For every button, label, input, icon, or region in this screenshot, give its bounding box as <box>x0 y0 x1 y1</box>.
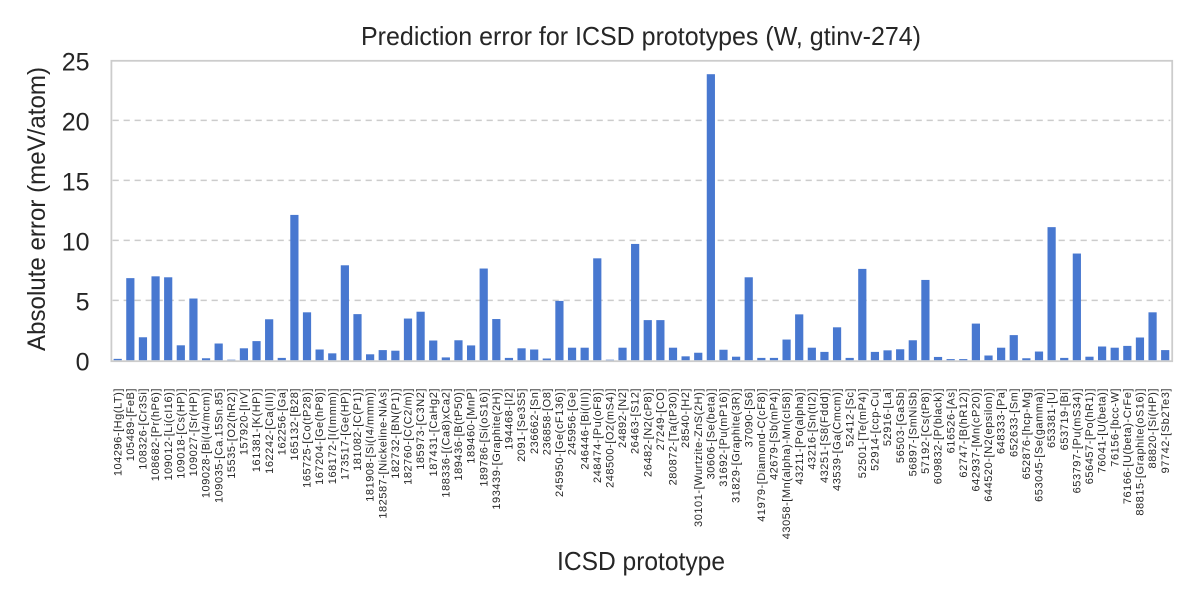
svg-text:76041-[U(beta)]: 76041-[U(beta)] <box>1097 388 1109 473</box>
svg-text:30101-[Wurtzite-ZnS(2H)]: 30101-[Wurtzite-ZnS(2H)] <box>693 388 705 527</box>
svg-text:52914-[ccp-Cu]: 52914-[ccp-Cu] <box>870 388 882 471</box>
svg-text:236858-[O8]: 236858-[O8] <box>541 388 553 455</box>
svg-text:181082-[C(P1)]: 181082-[C(P1)] <box>352 388 364 471</box>
svg-text:109018-[Cs(HP)]: 109018-[Cs(HP)] <box>175 388 187 479</box>
svg-text:43058-[Mn(alpha)-Mn(cI58)]: 43058-[Mn(alpha)-Mn(cI58)] <box>781 388 793 539</box>
svg-text:182760-[C(C2/m)]: 182760-[C(C2/m)] <box>403 388 415 485</box>
svg-text:105489-[FeB]: 105489-[FeB] <box>125 388 137 461</box>
svg-text:30606-[Se(beta)]: 30606-[Se(beta)] <box>705 388 717 479</box>
svg-text:189786-[Si(oS16)]: 189786-[Si(oS16)] <box>478 388 490 487</box>
svg-text:165132-[B28]: 165132-[B28] <box>289 388 301 461</box>
svg-text:653797-[Pu(mS34)]: 653797-[Pu(mS34)] <box>1071 388 1083 493</box>
svg-text:15: 15 <box>62 169 90 197</box>
svg-text:187431-[CaHg2]: 187431-[CaHg2] <box>428 388 440 476</box>
svg-text:24892-[N2]: 24892-[N2] <box>617 388 629 448</box>
svg-text:5: 5 <box>76 289 90 317</box>
svg-text:652876-[hcp-Mg]: 652876-[hcp-Mg] <box>1021 388 1033 479</box>
svg-text:157920-[IrV]: 157920-[IrV] <box>239 388 251 455</box>
svg-text:2091-[Se3S5]: 2091-[Se3S5] <box>516 388 528 462</box>
svg-text:28540-[H2]: 28540-[H2] <box>680 388 692 448</box>
svg-text:653045-[Se(gamma)]: 653045-[Se(gamma)] <box>1034 388 1046 502</box>
svg-text:248500-[O2(mS4)]: 248500-[O2(mS4)] <box>605 388 617 488</box>
svg-text:109012-[Li(cI16)]: 109012-[Li(cI16)] <box>163 388 175 481</box>
svg-text:97742-[Sb2Te3]: 97742-[Sb2Te3] <box>1160 388 1172 473</box>
svg-text:188336-[(Ca8)xCa2]: 188336-[(Ca8)xCa2] <box>440 388 452 498</box>
svg-text:182587-[Nickeline-NiAs]: 182587-[Nickeline-NiAs] <box>377 388 389 519</box>
svg-text:37090-[S6]: 37090-[S6] <box>743 388 755 447</box>
svg-text:642937-[Mn(cP20)]: 642937-[Mn(cP20)] <box>970 388 982 492</box>
svg-text:Absolute error (meV/atom): Absolute error (meV/atom) <box>23 67 51 351</box>
svg-text:104296-[Hg(LT)]: 104296-[Hg(LT)] <box>112 388 124 476</box>
svg-text:0: 0 <box>76 349 90 377</box>
svg-text:616526-[As]: 616526-[As] <box>945 388 957 453</box>
svg-text:181908-[Si(I4/mmm)]: 181908-[Si(I4/mmm)] <box>365 388 377 502</box>
svg-text:15535-[O2(hR2)]: 15535-[O2(hR2)] <box>226 388 238 479</box>
svg-text:189436-[B(tP50)]: 189436-[B(tP50)] <box>453 388 465 481</box>
svg-text:248474-[Pu(oF8)]: 248474-[Pu(oF8)] <box>592 388 604 483</box>
svg-text:20: 20 <box>62 109 90 137</box>
svg-text:193439-[Graphite(2H)]: 193439-[Graphite(2H)] <box>491 388 503 510</box>
svg-text:88815-[Graphite(oS16)]: 88815-[Graphite(oS16)] <box>1135 388 1147 516</box>
svg-text:609832-[P(black)]: 609832-[P(black)] <box>933 388 945 484</box>
svg-text:43539-[Ga(Cmcm)]: 43539-[Ga(Cmcm)] <box>832 388 844 491</box>
svg-text:56503-[GaSb]: 56503-[GaSb] <box>895 388 907 463</box>
svg-text:185973-[C3N2]: 185973-[C3N2] <box>415 388 427 470</box>
svg-text:236662-[Sn]: 236662-[Sn] <box>529 388 541 454</box>
svg-text:648333-[Pa]: 648333-[Pa] <box>996 388 1008 454</box>
svg-text:52501-[Te(mP4)]: 52501-[Te(mP4)] <box>857 388 869 478</box>
svg-text:162256-[Ga]: 162256-[Ga] <box>276 388 288 455</box>
svg-text:62747-[B(hR12)]: 62747-[B(hR12)] <box>958 388 970 478</box>
svg-text:43251-[S8(Fddd)]: 43251-[S8(Fddd)] <box>819 388 831 483</box>
svg-text:43211-[Po(alpha)]: 43211-[Po(alpha)] <box>794 388 806 485</box>
svg-text:182732-[BN(P1)]: 182732-[BN(P1)] <box>390 388 402 479</box>
svg-text:108682-[Pr(hP6)]: 108682-[Pr(hP6)] <box>150 388 162 481</box>
svg-text:168172-[I(Immm)]: 168172-[I(Immm)] <box>327 388 339 484</box>
svg-text:245956-[Ge]: 245956-[Ge] <box>567 388 579 455</box>
svg-text:Prediction error for ICSD prot: Prediction error for ICSD prototypes (W,… <box>361 21 921 51</box>
svg-text:161381-[K(HP)]: 161381-[K(HP)] <box>251 388 263 472</box>
svg-text:644520-[N2(epsilon)]: 644520-[N2(epsilon)] <box>983 388 995 502</box>
svg-text:52916-[La]: 52916-[La] <box>882 388 894 446</box>
svg-text:27249-[CO]: 27249-[CO] <box>655 388 667 450</box>
svg-text:41979-[Diamond-C(cF8)]: 41979-[Diamond-C(cF8)] <box>756 388 768 522</box>
svg-text:108326-[Cr3Si]: 108326-[Cr3Si] <box>138 388 150 470</box>
svg-text:10: 10 <box>62 229 90 257</box>
svg-text:280872-[Ta(tP30)]: 280872-[Ta(tP30)] <box>668 388 680 485</box>
svg-text:43216-[Sn(tI2)]: 43216-[Sn(tI2)] <box>806 388 818 470</box>
svg-text:ICSD prototype: ICSD prototype <box>557 546 725 576</box>
svg-text:56897-[SmNiSb]: 56897-[SmNiSb] <box>907 388 919 476</box>
svg-text:246446-[Bi(III)]: 246446-[Bi(III)] <box>579 388 591 470</box>
svg-text:656457-[Po(hR1)]: 656457-[Po(hR1)] <box>1084 388 1096 484</box>
svg-text:173517-[Ge(HP)]: 173517-[Ge(HP)] <box>339 388 351 480</box>
svg-text:165725-[Co(tP28)]: 165725-[Co(tP28)] <box>302 388 314 488</box>
svg-text:42679-[Sb(mP4)]: 42679-[Sb(mP4)] <box>769 388 781 480</box>
svg-text:194468-[I2]: 194468-[I2] <box>504 388 516 450</box>
svg-text:652633-[Sm]: 652633-[Sm] <box>1008 388 1020 457</box>
svg-text:109027-[Sr(HP)]: 109027-[Sr(HP)] <box>188 388 200 476</box>
svg-text:57192-[Cs(tP8)]: 57192-[Cs(tP8)] <box>920 388 932 474</box>
svg-text:109035-[Ca.15Sn.85]: 109035-[Ca.15Sn.85] <box>213 388 225 503</box>
svg-text:88820-[Si(HP)]: 88820-[Si(HP)] <box>1147 388 1159 468</box>
svg-text:653381-[U]: 653381-[U] <box>1046 388 1058 448</box>
svg-text:76166-[U(beta)-CrFe]: 76166-[U(beta)-CrFe] <box>1122 388 1134 504</box>
svg-text:167204-[Ge(hP8)]: 167204-[Ge(hP8)] <box>314 388 326 485</box>
svg-text:189460-[MnP]: 189460-[MnP] <box>466 388 478 464</box>
svg-text:26482-[N2(cP8)]: 26482-[N2(cP8)] <box>642 388 654 477</box>
svg-text:26463-[S12]: 26463-[S12] <box>630 388 642 454</box>
svg-text:76156-[bcc-W]: 76156-[bcc-W] <box>1109 388 1121 467</box>
svg-text:31829-[Graphite(3R)]: 31829-[Graphite(3R)] <box>731 388 743 503</box>
svg-text:245950-[Ge(cF136)]: 245950-[Ge(cF136)] <box>554 388 566 497</box>
svg-text:52412-[Sc]: 52412-[Sc] <box>844 388 856 447</box>
svg-text:653719-[Bi]: 653719-[Bi] <box>1059 388 1071 450</box>
svg-text:25: 25 <box>62 49 90 77</box>
svg-text:162242-[Ca(III)]: 162242-[Ca(III)] <box>264 388 276 474</box>
svg-text:31692-[Pu(mP16)]: 31692-[Pu(mP16)] <box>718 388 730 487</box>
svg-text:109028-[Bi(I4/mcm)]: 109028-[Bi(I4/mcm)] <box>201 388 213 498</box>
